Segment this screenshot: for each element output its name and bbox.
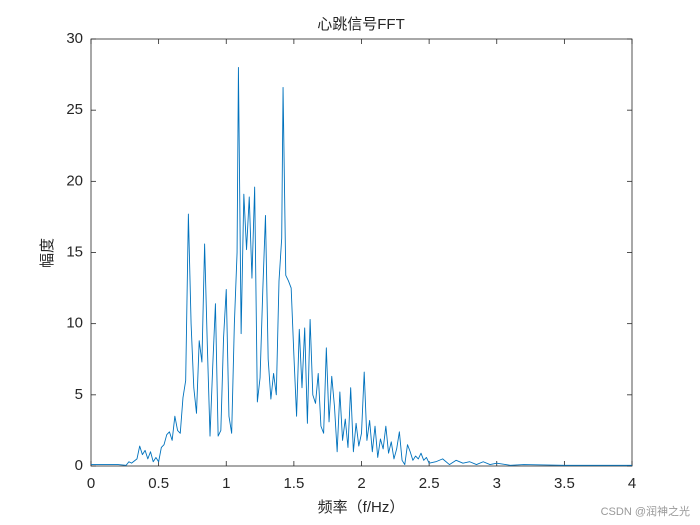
y-tick-label: 5 — [75, 386, 83, 403]
x-axis-label: 频率（f/Hz） — [318, 499, 405, 516]
y-tick-label: 30 — [66, 30, 83, 47]
y-tick-label: 0 — [75, 457, 83, 474]
x-tick-label: 3 — [493, 475, 501, 492]
x-tick-label: 1.5 — [283, 475, 304, 492]
x-tick-label: 0.5 — [148, 475, 169, 492]
x-tick-label: 2.5 — [419, 475, 440, 492]
x-tick-label: 1 — [222, 475, 230, 492]
y-tick-label: 10 — [66, 315, 83, 332]
x-tick-label: 0 — [87, 475, 95, 492]
watermark: CSDN @润神之光 — [601, 504, 690, 518]
y-tick-label: 25 — [66, 101, 83, 118]
x-tick-label: 4 — [628, 475, 636, 492]
data-line — [91, 67, 632, 466]
chart-title: 心跳信号FFT — [317, 16, 405, 33]
x-tick-label: 3.5 — [554, 475, 575, 492]
y-tick-label: 15 — [66, 243, 83, 260]
y-tick-label: 20 — [66, 172, 83, 189]
x-tick-label: 2 — [357, 475, 365, 492]
y-axis-label: 幅度 — [39, 238, 56, 268]
